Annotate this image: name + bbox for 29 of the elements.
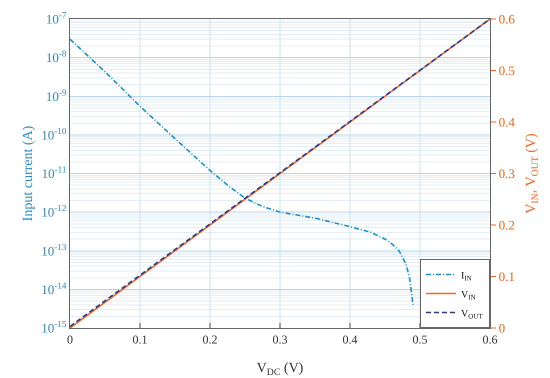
x-tick-label: 0.2 [202, 332, 218, 346]
y-tick-label: 10$^{-15}$ [41, 319, 67, 336]
y-tick-label: 10$^{-10}$ [41, 126, 67, 142]
x-tick-label: 0.4 [342, 332, 358, 346]
y-tick-label: 10$^{-12}$ [41, 203, 67, 220]
y2-tick-label: 0.2 [498, 218, 515, 233]
x-axis-title: V$_{DC}$ (V) [256, 361, 304, 378]
legend-label: I$_{IN}$ [461, 270, 472, 282]
legend-label: V$_{OUT}$ [461, 308, 484, 320]
x-tick-label: 0.3 [272, 332, 288, 346]
x-tick-label: 0.1 [132, 332, 148, 346]
y2-tick-label: 0 [498, 320, 506, 336]
y-tick-label: 10$^{-13}$ [41, 242, 67, 258]
y-tick-label: 10$^{-7}$ [46, 10, 67, 27]
y-tick-label: 10$^{-14}$ [41, 280, 67, 297]
y2-tick-label: 0.1 [498, 269, 515, 284]
legend-label: V$_{IN}$ [461, 289, 476, 302]
x-tick-label: 0.6 [482, 332, 498, 346]
y2-tick-label: 0.4 [498, 114, 516, 130]
y-tick-label: 10$^{-8}$ [46, 48, 67, 66]
y-tick-label: 10$^{-9}$ [46, 87, 67, 104]
y2-tick-label: 0.3 [498, 166, 515, 182]
y2-tick-label: 0.5 [498, 63, 515, 78]
line-series [70, 38, 414, 306]
y-tick-label: 10$^{-11}$ [42, 164, 66, 182]
x-tick-label: 0.5 [412, 332, 428, 346]
y-axis-title: Input current (A) [21, 125, 36, 222]
y2-tick-label: 0.6 [498, 12, 516, 27]
x-tick-label: 0 [67, 332, 73, 346]
